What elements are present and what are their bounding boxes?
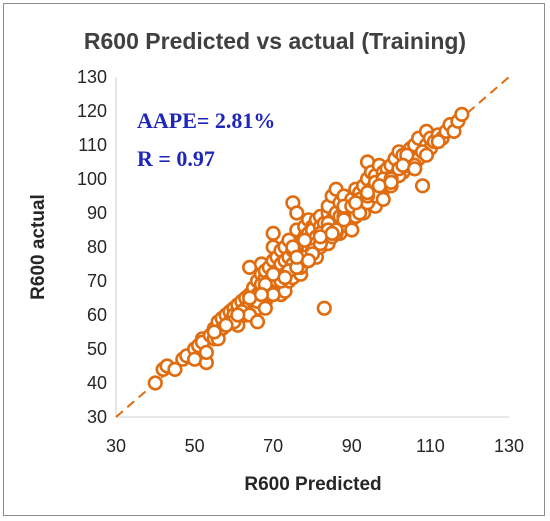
y-axis-ticks: 30 40 50 60 70 80 90 100 110 120 130 (77, 67, 107, 427)
x-axis-title: R600 Predicted (244, 474, 381, 495)
data-point (407, 161, 423, 177)
x-tick-label: 70 (263, 436, 283, 456)
data-point (297, 232, 313, 248)
data-point (324, 225, 340, 241)
data-point (218, 317, 234, 333)
data-point (253, 287, 270, 303)
x-tick-label: 130 (494, 436, 524, 456)
data-point (454, 106, 470, 122)
data-point (198, 344, 214, 361)
y-tick-label: 120 (77, 101, 107, 121)
y-tick-label: 60 (87, 305, 107, 325)
data-point (167, 361, 183, 378)
x-tick-label: 110 (416, 436, 445, 456)
data-point (300, 253, 317, 269)
data-point (336, 212, 352, 228)
data-point (289, 205, 305, 221)
data-point (344, 222, 360, 238)
chart-title: R600 Predicted vs actual (Training) (84, 28, 466, 54)
data-point (277, 270, 293, 286)
aape-annotation: AAPE= 2.81% (137, 108, 275, 133)
y-tick-label: 100 (77, 169, 107, 189)
data-point (147, 375, 163, 391)
data-point (430, 134, 446, 150)
r-annotation: R = 0.97 (137, 146, 215, 171)
data-point (375, 191, 391, 207)
data-point (359, 185, 376, 201)
y-tick-label: 50 (87, 339, 107, 359)
y-tick-label: 40 (87, 373, 107, 393)
data-point (348, 195, 364, 211)
x-tick-label: 50 (185, 436, 205, 456)
x-tick-label: 30 (106, 436, 126, 456)
plot-area: 30 50 70 90 110 130 30 40 50 60 70 80 90 100 110 120 13… (77, 67, 524, 456)
y-tick-label: 80 (87, 237, 107, 257)
y-axis-title: R600 actual (28, 194, 49, 300)
y-tick-label: 30 (87, 407, 107, 427)
x-tick-label: 90 (342, 436, 362, 456)
y-tick-label: 70 (87, 271, 107, 291)
data-point (316, 300, 332, 316)
data-point (414, 178, 431, 194)
data-point (206, 324, 222, 340)
y-tick-label: 130 (77, 67, 107, 87)
data-point (249, 314, 266, 330)
y-tick-label: 90 (87, 203, 107, 223)
data-points (147, 106, 470, 391)
data-point (230, 307, 246, 323)
data-point (383, 174, 399, 190)
data-point (265, 225, 281, 241)
data-point (257, 300, 273, 316)
data-point (418, 147, 435, 163)
x-axis-ticks: 30 50 70 90 110 130 (106, 436, 524, 456)
y-tick-label: 110 (78, 135, 107, 155)
